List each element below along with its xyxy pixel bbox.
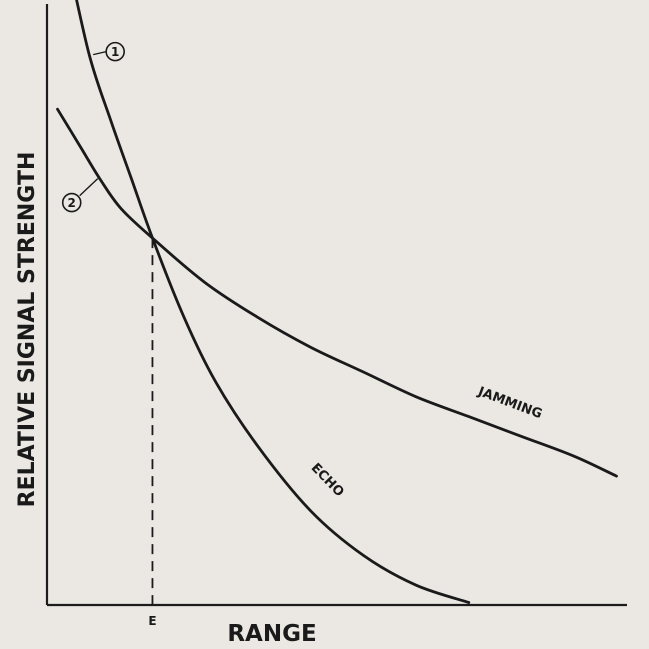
series-marker-label: 2 <box>68 196 76 210</box>
series-label-echo: ECHO <box>308 461 347 500</box>
series-label-jamming: JAMMING <box>475 384 544 422</box>
marker-leader-2 <box>79 178 99 197</box>
axes: E <box>45 4 627 628</box>
x-tick-label: E <box>148 614 156 628</box>
series-line-echo <box>75 0 471 604</box>
marker-circle-1 <box>105 41 125 62</box>
series-marker-label: 1 <box>111 45 119 59</box>
x-axis-label: RANGE <box>227 621 316 647</box>
y-axis-label: RELATIVE SIGNAL STRENGTH <box>15 152 40 508</box>
marker-circle-2 <box>61 192 82 213</box>
marker-leader-1 <box>93 50 107 56</box>
series-line-jamming <box>56 107 618 478</box>
annotations: ECHO 1 JAMMING 2 <box>61 41 544 500</box>
series-layer <box>56 0 618 605</box>
